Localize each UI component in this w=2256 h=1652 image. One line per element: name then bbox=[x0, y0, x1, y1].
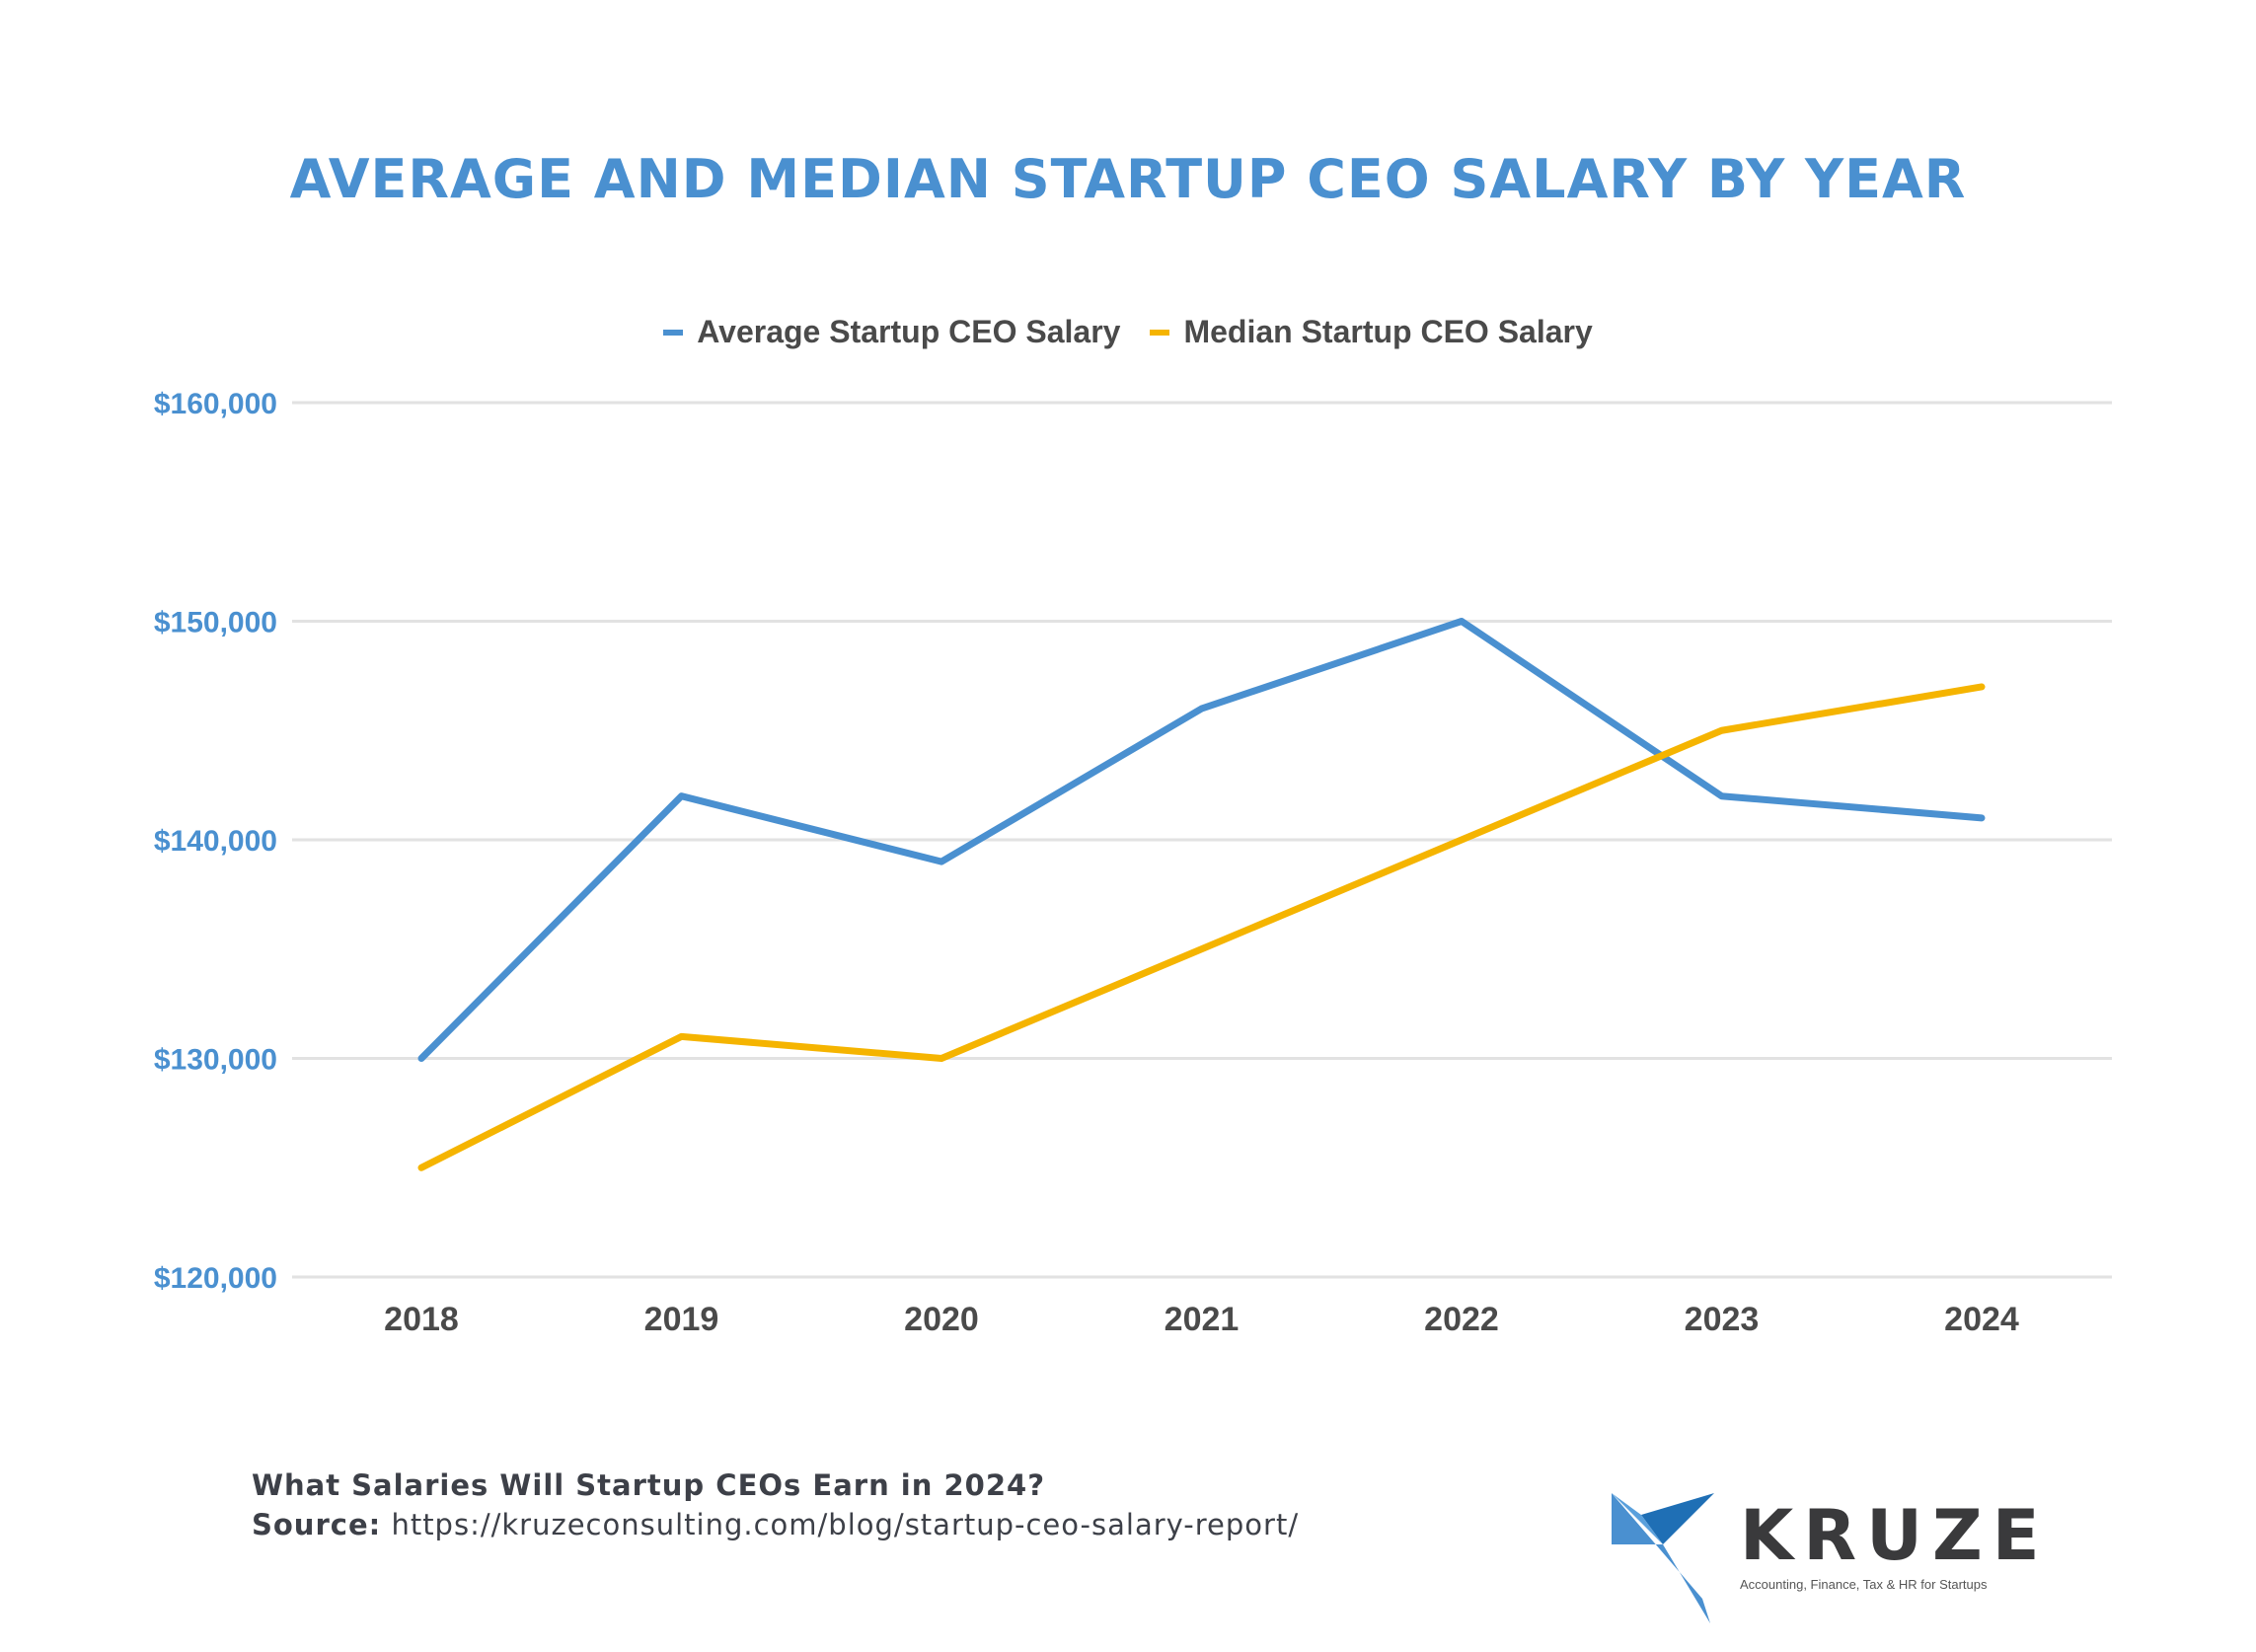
kruze-logo-icon bbox=[1612, 1493, 1714, 1623]
logo-tagline: Accounting, Finance, Tax & HR for Startu… bbox=[1740, 1577, 1988, 1592]
kruze-logo: KRUZE Accounting, Finance, Tax & HR for … bbox=[1604, 1485, 2040, 1623]
legend-swatch-average bbox=[663, 329, 684, 336]
y-axis-labels: $120,000 $130,000 $140,000 $150,000 $160,000 bbox=[154, 388, 277, 1295]
y-tick-label: $130,000 bbox=[154, 1044, 277, 1077]
y-tick-label: $120,000 bbox=[154, 1262, 277, 1295]
y-tick-label: $140,000 bbox=[154, 825, 277, 858]
series-line-median bbox=[417, 683, 1986, 1171]
series-lines bbox=[417, 618, 1986, 1171]
footer-heading: What Salaries Will Startup CEOs Earn in … bbox=[252, 1468, 1046, 1502]
x-tick-label: 2022 bbox=[1424, 1301, 1499, 1338]
source-url[interactable]: https://kruzeconsulting.com/blog/startup… bbox=[391, 1508, 1300, 1541]
x-tick-label: 2021 bbox=[1165, 1301, 1240, 1338]
x-tick-label: 2023 bbox=[1685, 1301, 1760, 1338]
y-tick-label: $160,000 bbox=[154, 388, 277, 420]
chart-legend: Average Startup CEO Salary Median Startu… bbox=[0, 314, 2256, 350]
legend-item-average: Average Startup CEO Salary bbox=[663, 314, 1120, 350]
x-tick-label: 2024 bbox=[1944, 1301, 2019, 1338]
legend-swatch-median bbox=[1150, 329, 1170, 336]
x-axis-labels: 2018 2019 2020 2021 2022 2023 2024 bbox=[384, 1301, 2019, 1338]
chart-title: AVERAGE AND MEDIAN STARTUP CEO SALARY BY… bbox=[289, 148, 1967, 210]
legend-label-median: Median Startup CEO Salary bbox=[1183, 314, 1593, 349]
x-tick-label: 2020 bbox=[904, 1301, 979, 1338]
source-label: Source: bbox=[252, 1508, 382, 1541]
legend-label-average: Average Startup CEO Salary bbox=[697, 314, 1121, 349]
gridlines bbox=[292, 401, 2112, 1279]
x-tick-label: 2018 bbox=[384, 1301, 459, 1338]
x-tick-label: 2019 bbox=[644, 1301, 719, 1338]
footer: What Salaries Will Startup CEOs Earn in … bbox=[252, 1468, 1299, 1541]
legend-item-median: Median Startup CEO Salary bbox=[1150, 314, 1593, 350]
logo-wordmark: KRUZE bbox=[1740, 1495, 2050, 1576]
y-tick-label: $150,000 bbox=[154, 607, 277, 639]
footer-source: Source: https://kruzeconsulting.com/blog… bbox=[252, 1508, 1299, 1541]
